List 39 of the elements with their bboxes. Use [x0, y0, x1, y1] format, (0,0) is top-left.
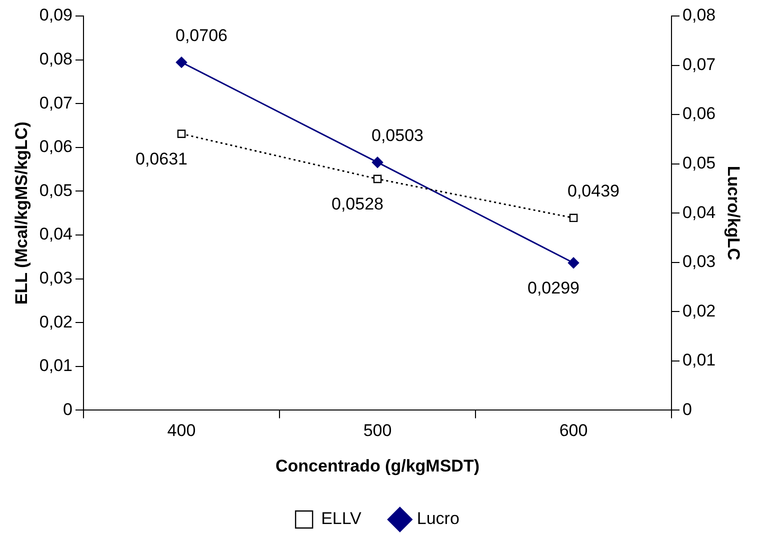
point: [569, 214, 578, 222]
y-tick-label: 0,01: [39, 356, 72, 376]
data-label: 0,0706: [175, 26, 228, 46]
y-tick-label: 0,05: [39, 180, 72, 200]
data-label: 0,0439: [568, 182, 620, 201]
y2-tick-label: 0,04: [682, 202, 716, 222]
data-label: 0,0631: [135, 150, 188, 169]
point: [177, 130, 186, 138]
y2-tick-label: 0: [682, 400, 692, 419]
y-tick-label: 0,04: [39, 224, 72, 244]
y-tick-label: 0,08: [39, 49, 72, 68]
y2-tick-label: 0,06: [682, 104, 716, 124]
y-tick-label: 0,07: [39, 93, 72, 112]
y-axis-title: ELL (Mcal/kgMS/kgLC): [12, 122, 31, 305]
legend-label: ELLV: [321, 509, 362, 528]
point: [176, 56, 188, 68]
y2-tick-label: 0,02: [682, 301, 716, 320]
x-axis-title: Concentrado (g/kgMSDT): [276, 456, 480, 476]
y-tick-label: 0,06: [39, 137, 72, 156]
y-tick-label: 0,02: [39, 312, 72, 332]
x-tick-label: 600: [559, 421, 588, 440]
y2-axis-title: Lucro/kgLC: [724, 166, 744, 260]
data-label: 0,0503: [372, 126, 424, 146]
x-tick-label: 500: [363, 421, 392, 440]
point: [568, 257, 580, 268]
y2-tick-label: 0,03: [682, 252, 716, 272]
y-tick-label: 0,09: [39, 6, 72, 25]
x-tick-label: 400: [167, 421, 196, 440]
data-label: 0,0528: [332, 194, 384, 214]
y2-tick-label: 0,01: [682, 350, 716, 370]
y-tick-label: 0: [63, 400, 72, 419]
point: [372, 156, 384, 168]
y2-tick-label: 0,08: [682, 6, 716, 25]
y-tick-label: 0,03: [39, 268, 72, 288]
legend-label: Lucro: [416, 509, 460, 528]
data-label: 0,0299: [528, 278, 580, 298]
point: [373, 174, 382, 184]
y2-tick-label: 0,07: [682, 54, 716, 74]
y2-tick-label: 0,05: [682, 154, 716, 173]
